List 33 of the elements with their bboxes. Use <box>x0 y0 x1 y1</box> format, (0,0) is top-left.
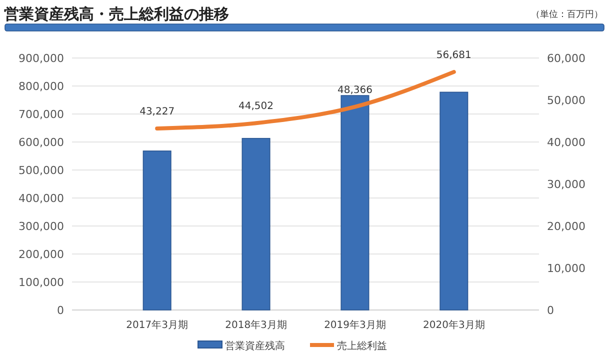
bar <box>142 150 172 310</box>
bar <box>242 138 270 310</box>
y2-tick-label: 40,000 <box>547 136 586 149</box>
y2-tick-label: 30,000 <box>547 178 586 191</box>
chart-title: 営業資産残高・売上総利益の推移 <box>4 5 229 23</box>
y-tick-label: 100,000 <box>18 276 64 289</box>
y-tick-label: 800,000 <box>18 80 64 93</box>
legend-label: 売上総利益 <box>337 340 387 352</box>
bar <box>340 95 370 310</box>
x-tick-label: 2020年3月期 <box>423 319 485 331</box>
bar <box>440 92 468 310</box>
data-label: 43,227 <box>140 106 175 118</box>
data-label: 44,502 <box>238 101 274 112</box>
y2-tick-label: 0 <box>547 304 554 317</box>
x-tick-label: 2019年3月期 <box>324 319 386 331</box>
y-tick-label: 400,000 <box>18 192 64 205</box>
y-tick-label: 300,000 <box>18 220 64 233</box>
y-tick-label: 700,000 <box>18 108 64 121</box>
y2-tick-label: 60,000 <box>547 52 586 65</box>
y2-tick-label: 20,000 <box>547 220 586 233</box>
x-tick-label: 2018年3月期 <box>225 319 287 331</box>
y-tick-label: 200,000 <box>18 248 64 261</box>
data-label: 56,681 <box>436 50 472 61</box>
y-tick-label: 0 <box>57 304 64 317</box>
data-label: 48,366 <box>337 84 372 96</box>
text: （単位：百万円） <box>531 9 603 20</box>
y-tick-label: 500,000 <box>18 164 64 177</box>
y2-tick-label: 50,000 <box>547 94 586 107</box>
y-tick-label: 600,000 <box>18 136 64 149</box>
legend-label: 営業資産残高 <box>225 340 285 352</box>
y2-tick-label: 10,000 <box>547 262 586 275</box>
y-tick-label: 900,000 <box>18 52 64 65</box>
x-tick-label: 2017年3月期 <box>126 319 188 331</box>
